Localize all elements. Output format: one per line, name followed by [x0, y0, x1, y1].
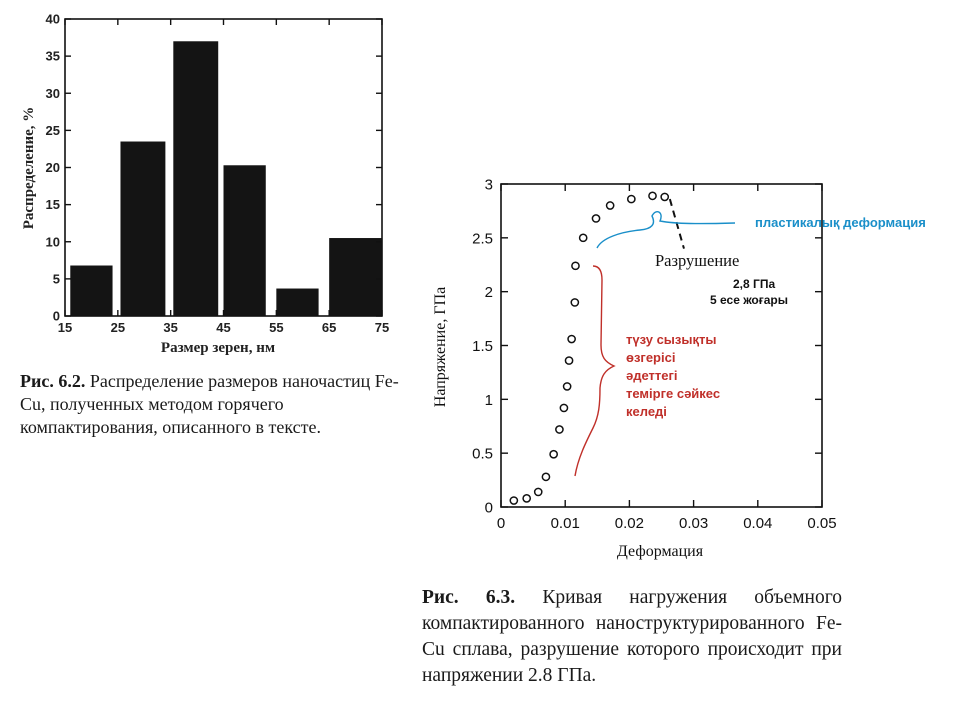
scatter-y-tick-label: 1.5 [472, 338, 493, 355]
scatter-point [591, 214, 601, 223]
scatter-x-ticks: 0 0.01 0.02 0.03 0.04 0.05 [497, 184, 837, 532]
linear-label-line-4: темірге сәйкес [626, 386, 720, 401]
histogram-y-tick-label: 40 [46, 12, 60, 27]
histogram-y-tick-label: 15 [46, 197, 60, 212]
histogram-y-tick-label: 30 [46, 86, 60, 101]
scatter-caption: Рис. 6.3. Кривая нагружения объемного ко… [422, 585, 842, 689]
histogram-y-axis-label: Распределение, % [21, 107, 37, 230]
histogram-bar [173, 41, 219, 317]
linear-label-line-1: түзу сызықты [626, 332, 716, 347]
linear-label-line-5: келеді [626, 404, 667, 419]
histogram-bar [329, 238, 382, 316]
histogram-y-tick-label: 0 [53, 309, 60, 324]
scatter-x-tick-label: 0 [497, 515, 505, 532]
histogram-caption-label: Рис. 6.2. [20, 371, 86, 391]
histogram-x-tick-label: 25 [111, 320, 125, 335]
histogram-y-tick-label: 20 [46, 160, 60, 175]
scatter-caption-label: Рис. 6.3. [422, 587, 516, 608]
plastic-deformation-annotation-curve [596, 211, 736, 249]
histogram-y-tick-label: 10 [46, 234, 60, 249]
scatter-point [555, 425, 564, 434]
histogram-bar [223, 165, 266, 316]
stress-strain-scatter: 0 0.01 0.02 0.03 0.04 0.05 0 0.5 1 1.5 2 2.5 3 плас… [432, 177, 926, 561]
histogram-bars [70, 41, 382, 317]
histogram-y-tick-label: 25 [46, 123, 60, 138]
scatter-point [533, 487, 543, 497]
scatter-y-tick-label: 2 [485, 284, 493, 301]
linear-region-annotation-curve [574, 265, 616, 477]
scatter-point [567, 334, 576, 344]
grain-size-histogram: 15 25 35 45 55 65 75 0 5 10 15 20 25 30 35 40 Размер з… [21, 12, 389, 357]
fracture-stress-note: 2,8 ГПа [733, 277, 775, 291]
scatter-x-tick-label: 0.04 [743, 515, 772, 532]
scatter-x-axis-label: Деформация [617, 543, 704, 560]
fracture-label: Разрушение [655, 251, 739, 270]
scatter-point [541, 472, 551, 482]
scatter-point [571, 261, 580, 271]
scatter-x-tick-label: 0.02 [615, 515, 644, 532]
histogram-caption-text: Распределение размеров наночастиц Fe-Cu,… [20, 371, 399, 437]
linear-label-line-2: өзгерісі [626, 350, 675, 365]
linear-region-label: түзу сызықты өзгерісі әдеттегі темірге с… [626, 332, 720, 419]
scatter-point [660, 192, 670, 202]
histogram-x-axis-label: Размер зерен, нм [161, 340, 275, 356]
scatter-y-tick-label: 3 [485, 177, 493, 194]
histogram-x-tick-label: 55 [269, 320, 283, 335]
scatter-point [578, 233, 588, 243]
scatter-point [509, 496, 519, 505]
scatter-x-tick-label: 0.03 [679, 515, 708, 532]
scatter-point [549, 449, 558, 459]
histogram-x-tick-label: 15 [58, 320, 72, 335]
scatter-y-tick-label: 2.5 [472, 230, 493, 247]
histogram-y-tick-label: 35 [46, 49, 60, 64]
scatter-point [564, 356, 574, 365]
scatter-y-axis-label: Напряжение, ГПа [432, 287, 449, 407]
scatter-y-tick-label: 0.5 [472, 446, 493, 463]
scatter-point [559, 403, 569, 413]
fracture-ratio-note: 5 есе жоғары [710, 293, 788, 307]
histogram-y-ticks: 0 5 10 15 20 25 30 35 40 [46, 12, 382, 324]
fracture-dashed-line [668, 198, 685, 249]
scatter-y-ticks: 0 0.5 1 1.5 2 2.5 3 [472, 177, 822, 517]
scatter-point [570, 298, 580, 307]
histogram-x-tick-label: 75 [375, 320, 389, 335]
scatter-y-tick-label: 1 [485, 392, 493, 409]
scatter-x-tick-label: 0.05 [807, 515, 836, 532]
scatter-y-tick-label: 0 [485, 500, 493, 517]
histogram-x-tick-label: 45 [216, 320, 230, 335]
histogram-bar [70, 265, 113, 316]
histogram-bar [276, 288, 319, 316]
scatter-x-tick-label: 0.01 [551, 515, 580, 532]
histogram-caption: Рис. 6.2. Распределение размеров наночас… [20, 370, 400, 439]
plastic-deformation-label: пластикалық деформация [755, 215, 926, 230]
scatter-point [522, 494, 532, 503]
scatter-point [648, 191, 657, 201]
scatter-caption-text: Кривая нагружения объемного компактирова… [422, 587, 843, 686]
linear-label-line-3: әдеттегі [626, 368, 678, 383]
scatter-points [509, 191, 670, 505]
scatter-point [562, 382, 572, 391]
histogram-bar [120, 141, 166, 316]
histogram-x-tick-label: 35 [163, 320, 177, 335]
histogram-x-tick-label: 65 [322, 320, 336, 335]
histogram-y-tick-label: 5 [53, 271, 60, 286]
histogram-x-ticks: 15 25 35 45 55 65 75 [58, 19, 389, 335]
scatter-point [626, 194, 636, 204]
scatter-point [605, 201, 615, 210]
